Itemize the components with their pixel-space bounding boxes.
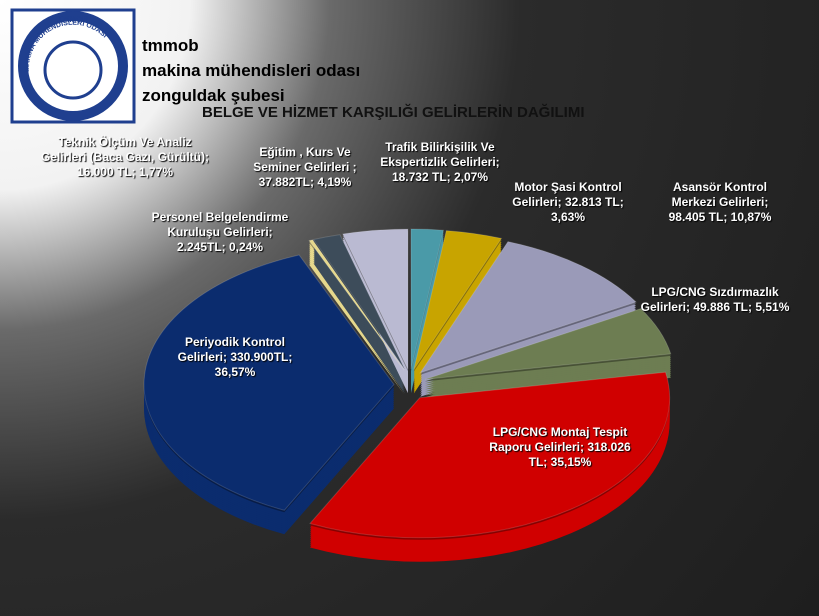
label-part: 2.245TL; (176, 240, 226, 254)
slice (410, 228, 445, 370)
header-line: tmmob (142, 36, 199, 55)
slice-label: Personel Belgelendirme Kuruluşu Gelirler… (145, 210, 295, 255)
label-part: Eğitim , Kurs Ve Seminer Gelirleri ; (253, 145, 357, 174)
label-part: 32.813 TL; (565, 195, 624, 209)
slice-label: LPG/CNG Montaj Tespit Raporu Gelirleri; … (485, 425, 635, 470)
label-part: 35,15% (550, 455, 592, 469)
label-part: 36,57% (214, 365, 256, 379)
logo-ring (18, 11, 128, 121)
slice-label: Teknik Ölçüm Ve Analiz Gelirleri (Baca G… (38, 135, 213, 180)
label-part: 5,51% (755, 300, 790, 314)
label-part: 2,07% (454, 170, 489, 184)
slice-label: Trafik Bilirkişilik Ve Ekspertizlik Geli… (365, 140, 515, 185)
label-part: 16.000 TL; (76, 165, 136, 179)
label-part: LPG/CNG Sızdırmazlık Gelirleri; (640, 285, 779, 314)
label-part: Periyodik Kontrol Gelirleri; (177, 335, 285, 364)
slice (312, 234, 406, 371)
label-part: Asansör Kontrol Merkezi Gelirleri; (671, 180, 769, 209)
label-part: 18.732 TL; (391, 170, 451, 184)
slice (342, 228, 409, 370)
slice (413, 230, 503, 370)
slice (424, 308, 672, 380)
label-part: 1,77% (139, 165, 174, 179)
slice (308, 239, 405, 371)
label-part: LPG/CNG Montaj Tespit Raporu Gelirleri; (489, 425, 628, 454)
logo-top: TMMOB (58, 15, 88, 24)
label-part: 98.405 TL; (668, 210, 728, 224)
slice (143, 254, 395, 511)
slice-side (309, 263, 405, 395)
label-part: Trafik Bilirkişilik Ve Ekspertizlik Geli… (380, 140, 500, 169)
label-part: 3,63% (550, 210, 586, 224)
label-part: Teknik Ölçüm Ve Analiz Gelirleri (Baca G… (40, 135, 210, 164)
label-part: 10,87% (730, 210, 772, 224)
slice (419, 241, 637, 374)
label-part: 4,19% (317, 175, 352, 189)
slice-label: Asansör Kontrol Merkezi Gelirleri; 98.40… (653, 180, 788, 225)
label-part: 49.886 TL; (693, 300, 753, 314)
label-part: Personel Belgelendirme Kuruluşu Gelirler… (151, 210, 289, 239)
label-part: 330.900TL; (230, 350, 293, 364)
label-part: Motor Şasi Kontrol Gelirleri; (512, 180, 622, 209)
slice (309, 371, 671, 539)
header-line: makina mühendisleri odası (142, 61, 361, 80)
slice-label: Eğitim , Kurs Ve Seminer Gelirleri ; 37.… (235, 145, 375, 190)
header-line: zonguldak şubesi (142, 86, 285, 105)
label-part: 37.882TL; (258, 175, 314, 189)
slice-label: Periyodik Kontrol Gelirleri; 330.900TL; … (160, 335, 310, 380)
label-part: 318.026 TL; (528, 440, 631, 469)
pie (143, 228, 672, 562)
logo-inner (43, 40, 103, 100)
slice-label: Motor Şasi Kontrol Gelirleri; 32.813 TL;… (498, 180, 638, 225)
chart-title: BELGE VE HİZMET KARŞILIĞI GELİRLERİN DAĞ… (202, 104, 585, 121)
label-part: 0,24% (229, 240, 264, 254)
slice-side (309, 261, 405, 393)
slice-label: LPG/CNG Sızdırmazlık Gelirleri; 49.886 T… (630, 285, 800, 315)
logo-box (10, 8, 136, 124)
